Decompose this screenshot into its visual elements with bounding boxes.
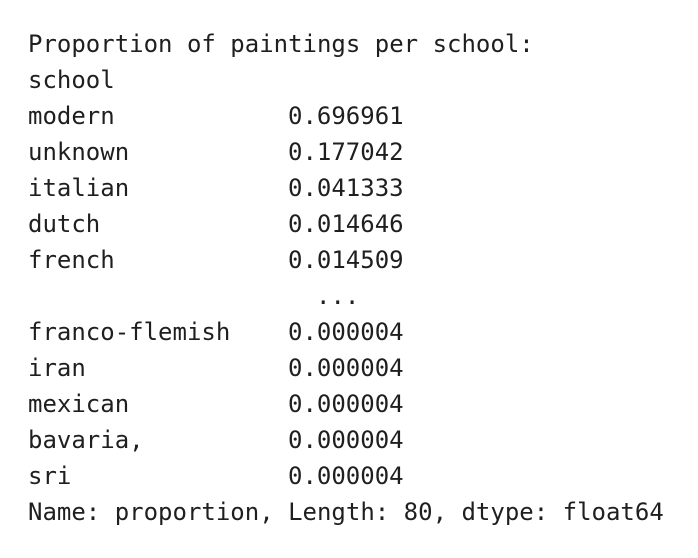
series-row: dutch 0.014646 bbox=[28, 206, 664, 242]
row-key: italian bbox=[28, 174, 130, 202]
truncation-ellipsis: ... bbox=[316, 282, 360, 310]
series-row: mexican 0.000004 bbox=[28, 386, 664, 422]
row-value: 0.000004 bbox=[288, 318, 404, 346]
row-value: 0.014509 bbox=[288, 246, 404, 274]
row-value: 0.000004 bbox=[288, 426, 404, 454]
row-value: 0.041333 bbox=[288, 174, 404, 202]
series-row: french 0.014509 bbox=[28, 242, 664, 278]
series-row: modern 0.696961 bbox=[28, 98, 664, 134]
row-key: mexican bbox=[28, 390, 130, 418]
series-row: iran 0.000004 bbox=[28, 350, 664, 386]
series-row: sri 0.000004 bbox=[28, 458, 664, 494]
row-value: 0.696961 bbox=[288, 102, 404, 130]
row-key: dutch bbox=[28, 210, 101, 238]
row-key: french bbox=[28, 246, 115, 274]
cell-output: Proportion of paintings per school: scho… bbox=[28, 26, 664, 530]
row-key: bavaria, bbox=[28, 426, 144, 454]
row-value: 0.000004 bbox=[288, 354, 404, 382]
row-key: iran bbox=[28, 354, 86, 382]
row-value: 0.014646 bbox=[288, 210, 404, 238]
output-header: Proportion of paintings per school: bbox=[28, 30, 534, 58]
index-name: school bbox=[28, 66, 115, 94]
row-key: franco-flemish bbox=[28, 318, 231, 346]
series-row: bavaria, 0.000004 bbox=[28, 422, 664, 458]
row-value: 0.177042 bbox=[288, 138, 404, 166]
row-value: 0.000004 bbox=[288, 390, 404, 418]
row-key: unknown bbox=[28, 138, 130, 166]
series-row: italian 0.041333 bbox=[28, 170, 664, 206]
series-row: unknown 0.177042 bbox=[28, 134, 664, 170]
row-key: modern bbox=[28, 102, 115, 130]
row-value: 0.000004 bbox=[288, 462, 404, 490]
row-key: sri bbox=[28, 462, 72, 490]
series-row: franco-flemish 0.000004 bbox=[28, 314, 664, 350]
series-footer: Name: proportion, Length: 80, dtype: flo… bbox=[28, 498, 664, 526]
